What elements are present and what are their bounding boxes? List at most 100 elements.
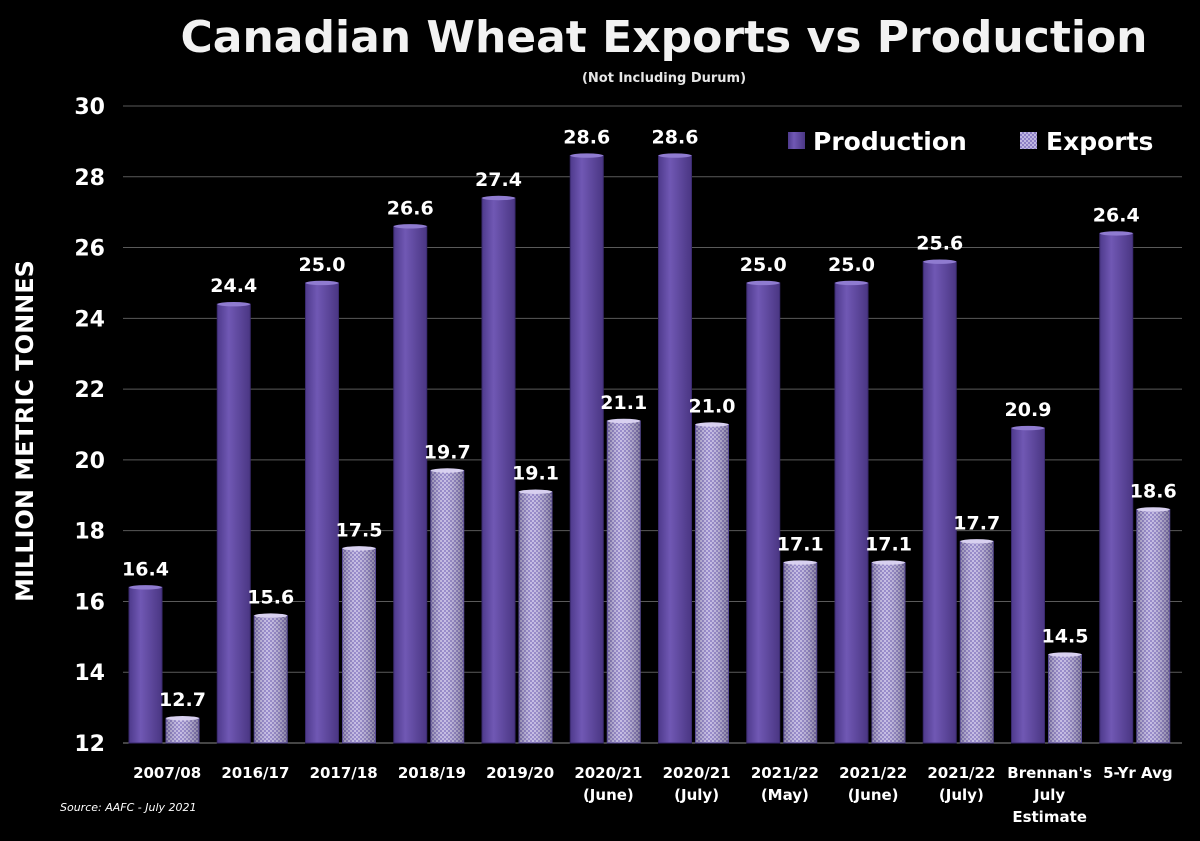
bar-production-cap	[482, 195, 515, 201]
data-label-production: 20.9	[1005, 399, 1052, 421]
bar-production-cap	[570, 153, 604, 158]
x-tick-label: 2007/08	[133, 764, 201, 782]
y-tick-label: 30	[74, 95, 105, 120]
x-tick-label: 2016/17	[221, 764, 289, 782]
bar-production	[481, 197, 516, 744]
data-label-exports: 15.6	[247, 587, 294, 609]
bar-exports-shade	[783, 562, 818, 744]
data-label-exports: 21.0	[689, 396, 736, 418]
source-note: Source: AAFC - July 2021	[60, 801, 197, 814]
data-label-exports: 19.1	[512, 463, 559, 485]
data-label-production: 27.4	[475, 169, 522, 191]
bar-exports-cap	[1136, 507, 1170, 512]
data-label-production: 26.4	[1093, 204, 1140, 226]
x-tick-label: 2018/19	[398, 764, 466, 782]
bar-exports-cap	[342, 546, 376, 551]
bar-production-cap	[835, 280, 868, 286]
gridlines	[123, 105, 1182, 744]
data-label-exports: 17.1	[865, 534, 912, 556]
data-label-production: 28.6	[563, 127, 610, 149]
bar-production	[128, 586, 163, 744]
bar-exports-cap	[960, 539, 994, 544]
bars	[128, 153, 1171, 744]
data-label-exports: 18.6	[1130, 480, 1177, 502]
bar-exports-cap	[254, 613, 288, 618]
x-tick-label: 2021/22	[839, 764, 907, 782]
x-tick-label: 5-Yr Avg	[1103, 764, 1173, 782]
bar-production-cap	[305, 280, 339, 286]
y-tick-label: 12	[74, 732, 105, 757]
bar-exports-shade	[606, 420, 641, 744]
bar-production-cap	[393, 224, 427, 229]
legend-swatch-production	[788, 132, 805, 149]
y-tick-label: 28	[74, 166, 105, 191]
bar-production-cap	[129, 585, 162, 590]
legend-label-production: Production	[813, 127, 967, 156]
bar-production	[746, 282, 781, 744]
x-tick-label: Brennan's	[1007, 764, 1092, 782]
legend-label-exports: Exports	[1046, 127, 1153, 156]
data-label-exports: 19.7	[424, 442, 471, 464]
bar-exports-shade	[518, 491, 553, 744]
data-label-production: 28.6	[652, 127, 699, 149]
bar-production	[834, 282, 869, 744]
y-tick-label: 26	[74, 237, 105, 262]
y-tick-label: 22	[74, 378, 105, 403]
data-label-production: 25.0	[299, 254, 346, 276]
y-tick-label: 14	[74, 661, 105, 686]
bar-exports-shade	[871, 562, 906, 744]
bar-production	[569, 155, 604, 744]
x-tick-label: 2021/22	[927, 764, 995, 782]
bar-production-cap	[923, 259, 957, 264]
bar-exports-cap	[166, 716, 199, 721]
data-label-production: 24.4	[210, 275, 257, 297]
chart-subtitle: (Not Including Durum)	[582, 71, 746, 86]
x-tick-label: July	[1033, 786, 1065, 804]
data-label-exports: 14.5	[1042, 626, 1089, 648]
data-label-exports: 17.7	[953, 512, 1000, 534]
bar-production-cap	[746, 280, 780, 286]
x-tick-label: 2021/22	[751, 764, 819, 782]
y-tick-label: 24	[74, 307, 105, 332]
x-tick-label: (May)	[761, 786, 809, 804]
bar-production-cap	[217, 301, 251, 307]
x-tick-label: 2020/21	[574, 764, 642, 782]
x-tick-label: 2019/20	[486, 764, 554, 782]
bar-exports-cap	[695, 422, 729, 427]
bar-production	[216, 303, 251, 744]
bar-exports-shade	[165, 717, 200, 744]
data-label-exports: 21.1	[600, 392, 647, 414]
bar-exports-shade	[342, 547, 376, 744]
bar-exports-cap	[1048, 652, 1082, 657]
bar-production	[922, 261, 957, 744]
y-tick-label: 20	[74, 449, 105, 474]
bar-exports-shade	[253, 615, 288, 744]
x-tick-label: Estimate	[1012, 808, 1087, 826]
data-label-production: 25.6	[916, 233, 963, 255]
bar-production-cap	[658, 153, 692, 158]
x-tick-label: 2017/18	[310, 764, 378, 782]
x-tick-label: (July)	[674, 786, 719, 804]
data-label-production: 25.0	[828, 254, 875, 276]
bar-exports-cap	[872, 560, 905, 565]
chart-title: Canadian Wheat Exports vs Production	[181, 12, 1148, 63]
bar-exports-shade	[430, 470, 465, 744]
bar-production	[1011, 427, 1045, 744]
bar-exports-cap	[430, 468, 464, 473]
data-label-production: 16.4	[122, 558, 169, 580]
y-axis-label: MILLION METRIC TONNES	[11, 260, 39, 602]
x-tick-label: (July)	[939, 786, 984, 804]
bar-exports-shade	[695, 424, 729, 744]
legend: Production Exports	[788, 127, 1153, 156]
bar-production	[305, 282, 339, 744]
y-tick-label: 16	[74, 590, 105, 615]
legend-swatch-exports	[1020, 132, 1037, 149]
bar-production	[393, 225, 428, 744]
bar-exports-shade	[959, 540, 994, 744]
bar-production	[658, 155, 692, 744]
x-tick-label: (June)	[583, 786, 634, 804]
bar-production-cap	[1011, 425, 1045, 431]
bar-exports-cap	[519, 489, 552, 494]
bar-exports-shade	[1136, 508, 1171, 744]
